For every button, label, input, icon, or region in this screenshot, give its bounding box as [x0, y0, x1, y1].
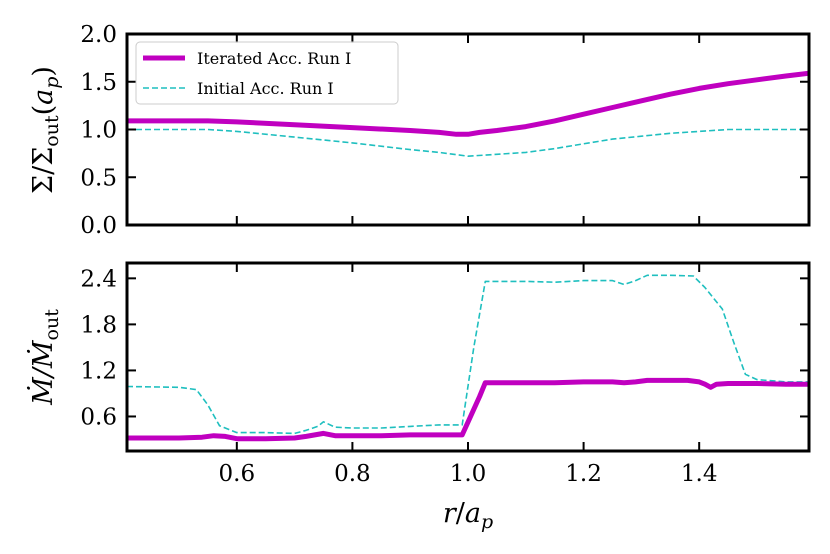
- top-panel-frame: [125, 32, 811, 227]
- y-tick-label: 1.8: [80, 312, 117, 338]
- legend-label-initial: Initial Acc. Run I: [197, 79, 334, 98]
- top-y-axis-label: Σ/Σout(ap): [28, 66, 63, 194]
- legend-box: [135, 41, 399, 105]
- y-tick-label: 1.0: [80, 118, 117, 144]
- y-tick-label: 1.5: [80, 70, 117, 96]
- series-line-iterated-acc-run-i: [127, 70, 809, 137]
- bottom-data-lines: [127, 274, 809, 442]
- series-line-initial-acc-run-i: [127, 128, 809, 157]
- top-panel: 0.0 0.5 1.0 1.5 2.0 Σ/Σout(ap) Iterated Acc.…: [28, 22, 811, 239]
- y-tick-label: 2.0: [80, 22, 117, 48]
- x-axis-label: r/ap: [443, 498, 493, 533]
- y-tick-label: 0.6: [80, 404, 117, 430]
- bottom-panel-frame: [125, 261, 811, 453]
- bottom-ticks: 0.6 1.2 1.8 2.4 0.6 0.8 1.0 1.2 1.4: [80, 263, 809, 487]
- x-tick-label: 1.2: [565, 461, 602, 487]
- series-line-iterated-acc-run-i: [127, 377, 809, 442]
- y-tick-label: 1.2: [80, 358, 117, 384]
- top-data-lines: [127, 70, 809, 157]
- legend: Iterated Acc. Run I Initial Acc. Run I: [135, 41, 399, 105]
- x-tick-label: 0.6: [219, 461, 256, 487]
- series-line-initial-acc-run-i: [127, 274, 809, 435]
- y-tick-label: 2.4: [80, 266, 117, 292]
- legend-label-iterated: Iterated Acc. Run I: [197, 49, 351, 68]
- y-tick-label: 0.0: [80, 213, 117, 239]
- x-tick-label: 0.8: [334, 461, 371, 487]
- bottom-panel: 0.6 1.2 1.8 2.4 0.6 0.8 1.0 1.2 1.4 Ṁ/Ṁout r/ap: [26, 261, 811, 533]
- x-tick-label: 1.0: [450, 461, 487, 487]
- x-tick-label: 1.4: [681, 461, 718, 487]
- bottom-y-axis-label: Ṁ/Ṁout: [26, 309, 63, 406]
- y-tick-label: 0.5: [80, 165, 117, 191]
